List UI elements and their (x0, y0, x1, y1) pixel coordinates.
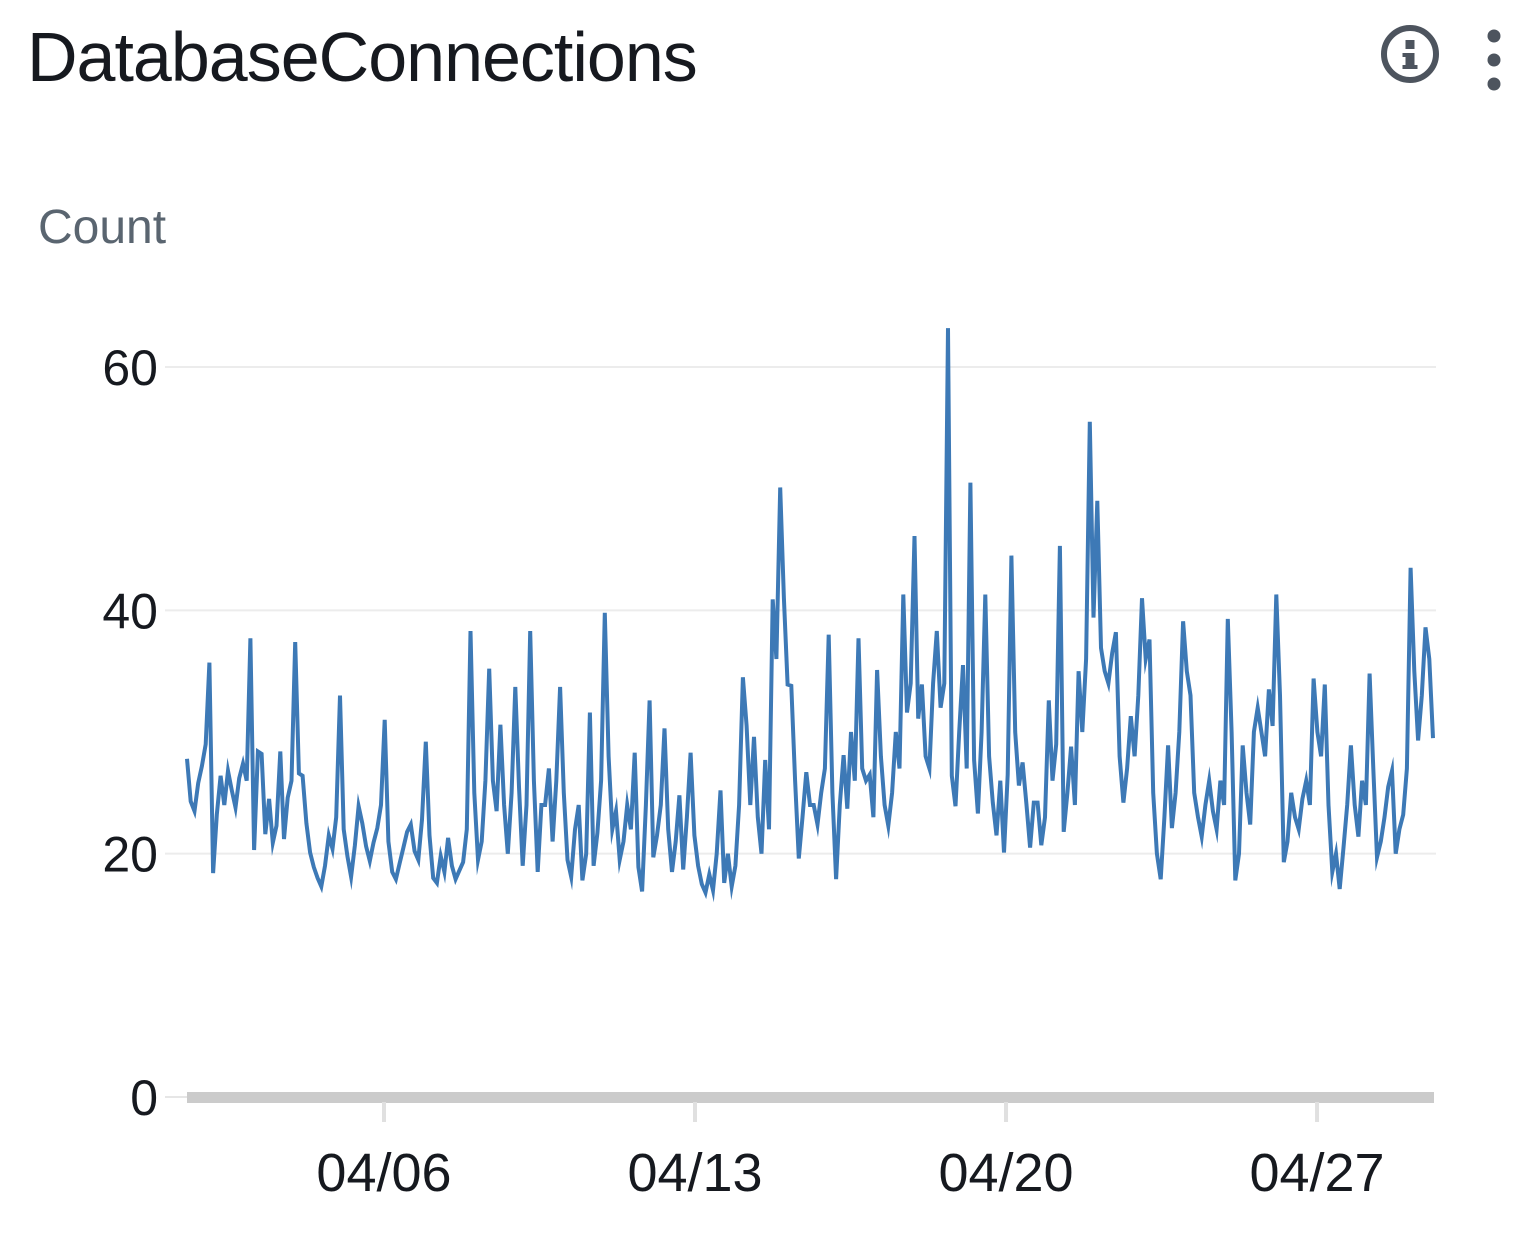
info-button[interactable] (1380, 22, 1446, 101)
x-axis-line (187, 1092, 1434, 1103)
widget-title: DatabaseConnections (27, 18, 698, 96)
x-axis-tick-label: 04/27 (1249, 1143, 1384, 1203)
x-axis-tick-label: 04/13 (627, 1143, 762, 1203)
y-axis-tick-label: 20 (102, 827, 158, 883)
widget-menu-button[interactable] (1484, 22, 1504, 101)
y-axis-tick-label: 0 (130, 1070, 158, 1126)
x-axis-tick-label: 04/06 (316, 1143, 451, 1203)
y-axis-tick-label: 60 (102, 340, 158, 396)
kebab-menu-icon (1487, 29, 1501, 91)
x-axis-tick-label: 04/20 (938, 1143, 1073, 1203)
y-axis-unit-label: Count (38, 201, 167, 254)
info-circle-icon (1381, 25, 1439, 83)
metric-line-series (185, 328, 1435, 903)
widget-actions (1380, 22, 1504, 101)
y-axis-tick-label: 40 (102, 583, 158, 639)
